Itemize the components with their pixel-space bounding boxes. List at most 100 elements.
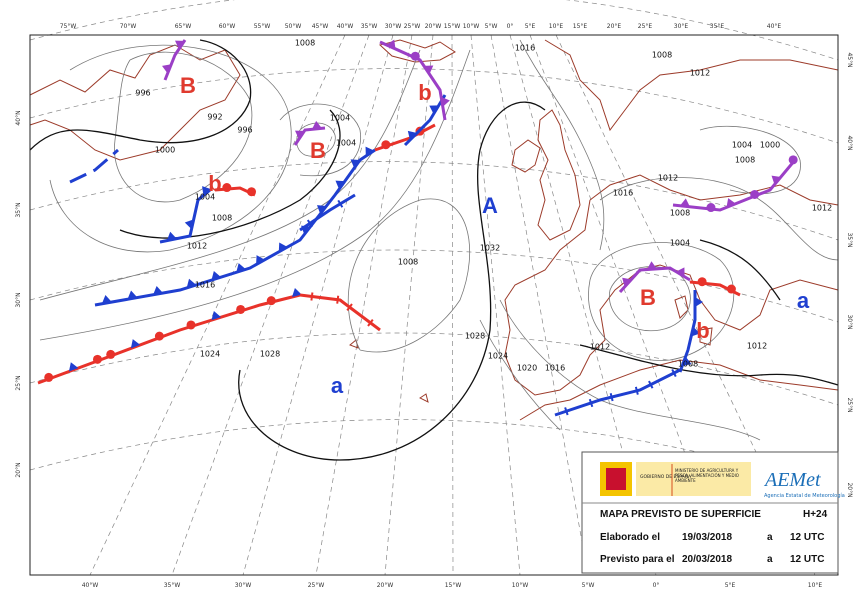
legend-cell: Elaborado el	[600, 532, 660, 543]
isobar	[699, 239, 781, 301]
front-symbol	[186, 320, 196, 330]
parallel	[29, 249, 839, 323]
longitude-label: 35°E	[710, 23, 725, 30]
latitude-label: 40°N	[15, 110, 22, 125]
pressure-center: A	[482, 193, 498, 218]
longitude-label: 0°	[507, 23, 514, 30]
longitude-label: 30°W	[235, 582, 252, 589]
front-symbol	[154, 331, 164, 341]
front-symbol	[788, 155, 798, 165]
front-symbol	[68, 362, 79, 372]
isobar-label: 1016	[613, 189, 633, 198]
latitude-label: 35°N	[846, 232, 853, 247]
parallel	[29, 161, 839, 241]
pressure-center: B	[180, 73, 196, 98]
isobar-label: 1008	[295, 39, 315, 48]
legend-cell: a	[767, 554, 773, 565]
front-symbol	[691, 326, 701, 337]
front-symbol	[92, 354, 102, 364]
legend-cell: Previsto para el	[600, 554, 675, 565]
isobar	[39, 49, 471, 341]
front-symbol	[336, 199, 345, 208]
latitude-label: 30°N	[846, 314, 853, 329]
front-symbol	[236, 304, 246, 314]
longitude-label: 10°E	[549, 23, 564, 30]
agency-logo: AEMet	[763, 469, 821, 491]
front-symbol	[186, 278, 197, 288]
main-isobars	[29, 39, 839, 461]
meridian	[451, 34, 454, 576]
front-symbol	[386, 39, 396, 49]
front-symbol	[429, 105, 439, 114]
meridian	[509, 34, 657, 576]
longitude-label: 20°W	[425, 23, 442, 30]
parallel	[29, 332, 839, 406]
isobar	[519, 39, 605, 251]
front-symbol	[44, 372, 54, 382]
front-symbol	[622, 277, 632, 287]
isobar	[29, 39, 252, 151]
front-symbol	[106, 349, 116, 359]
longitude-label: 55°W	[254, 23, 271, 30]
isobar-label: 1000	[760, 141, 780, 150]
meridian	[89, 34, 346, 576]
front-symbol	[307, 292, 317, 301]
isobar-label: 1016	[545, 364, 565, 373]
latitude-label: 25°N	[846, 397, 853, 412]
front-symbol	[266, 296, 276, 306]
front-symbol	[292, 288, 302, 297]
front-symbol	[726, 198, 736, 208]
isobar-label: 1012	[658, 174, 678, 183]
meridian	[171, 34, 370, 576]
front-symbol	[317, 205, 327, 214]
front-symbol	[350, 159, 360, 169]
pressure-center: b	[696, 318, 709, 343]
meridian	[242, 34, 394, 576]
government: GOBIERNO DE ESPAÑA	[640, 473, 692, 480]
front-symbol	[586, 398, 596, 408]
meridian	[315, 34, 413, 576]
lead-time: H+24	[803, 509, 828, 520]
longitude-label: 20°E	[607, 23, 622, 30]
coat-of-arms-shield	[606, 468, 626, 490]
longitude-label: 5°W	[582, 582, 595, 589]
coast	[537, 109, 581, 241]
front-symbol	[211, 311, 222, 321]
longitude-label: 30°E	[674, 23, 689, 30]
parallel	[29, 68, 839, 144]
front-symbol	[697, 277, 707, 287]
longitude-label: 10°E	[808, 582, 823, 589]
parallel	[29, 419, 839, 491]
front-symbol	[175, 40, 185, 50]
front-symbol	[669, 368, 679, 378]
front-symbol	[441, 96, 450, 107]
front-symbol	[127, 290, 138, 300]
latitude-label: 25°N	[15, 375, 22, 390]
pressure-center: a	[797, 288, 810, 313]
longitude-label: 20°W	[377, 582, 394, 589]
latitude-label: 30°N	[15, 292, 22, 307]
longitude-label: 25°W	[404, 23, 421, 30]
latitude-label: 20°N	[846, 482, 853, 497]
longitude-label: 75°W	[60, 23, 77, 30]
front-symbol	[381, 140, 391, 150]
front-symbol	[366, 319, 375, 327]
longitude-label: 15°E	[573, 23, 588, 30]
isobar-label: 1004	[732, 141, 752, 150]
isobar-label: 1024	[200, 350, 220, 359]
longitude-label: 40°W	[337, 23, 354, 30]
isobar	[588, 242, 735, 361]
front-symbol	[130, 339, 141, 349]
front-symbol	[222, 183, 232, 193]
longitude-label: 5°E	[725, 582, 736, 589]
front-line	[293, 126, 326, 146]
front-symbol	[410, 51, 420, 61]
pressure-center: B	[310, 138, 326, 163]
front-line	[554, 368, 681, 417]
longitude-label: 10°W	[512, 582, 529, 589]
latitude-label: 45°N	[846, 52, 853, 67]
isobar-label: 1008	[212, 214, 232, 223]
isobar-label: 1004	[330, 114, 350, 123]
isobar-label: 996	[237, 126, 252, 135]
